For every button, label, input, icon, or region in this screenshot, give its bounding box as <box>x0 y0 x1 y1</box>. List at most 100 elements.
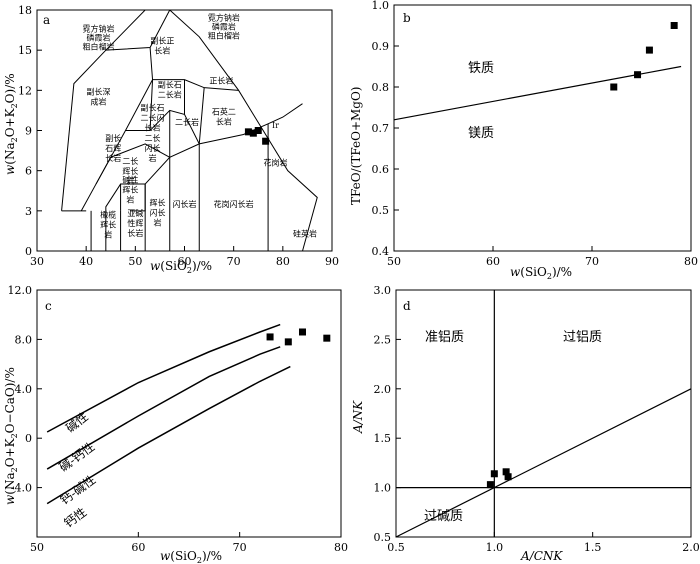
field-label: 二长 <box>145 133 161 143</box>
field-label: Ir <box>272 121 279 130</box>
field-label: 花岗闪长岩 <box>214 199 254 209</box>
panel-c-ytick-label: 8.0 <box>15 333 33 346</box>
field-boundary <box>198 87 205 144</box>
field-label: 粗白榴岩 <box>82 41 114 51</box>
panel-b-xtick-label: 70 <box>585 255 599 268</box>
series-boundary-curve <box>46 346 281 470</box>
field-label: 二长岩 <box>175 117 199 127</box>
series-label-alkalic: 碱性 <box>63 410 91 436</box>
panel-b-ytick-label: 0.5 <box>372 204 390 217</box>
panel-a-ytick-label: 12 <box>18 84 32 97</box>
field-label: 磷霞岩 <box>212 22 236 32</box>
field-label: 岩 <box>126 195 134 205</box>
panel-b-xlabel: w(SiO2)/% <box>510 265 572 281</box>
field-label: 石辉 <box>105 144 121 153</box>
panel-b-point <box>670 22 678 29</box>
panel-d-ytick-label: 2.0 <box>374 383 392 396</box>
panel-d-region-peraluminous: 过铝质 <box>563 330 602 345</box>
field-label: 闪长 <box>145 143 161 153</box>
panel-d-xlabel: A/CNK <box>520 549 563 563</box>
field-label: 霓方钠岩 <box>208 13 240 23</box>
panel-d-xtick-label: 2.0 <box>682 541 700 554</box>
field-boundary <box>61 9 318 252</box>
panel-b-ytick-label: 0.8 <box>372 81 390 94</box>
panel-b-point <box>645 46 653 54</box>
panel-a-point <box>244 128 252 136</box>
panel-b-frame <box>393 4 692 252</box>
panel-d-ticks: 0.5 1.0 1.5 2.0 0.5 1.0 1.5 2.0 2.5 3.0 <box>374 284 700 554</box>
field-boundary <box>105 183 122 251</box>
field-label: 副长 <box>105 133 121 143</box>
panel-b-ytick-label: 0.7 <box>372 122 390 135</box>
panel-a-ytick-label: 9 <box>25 125 32 138</box>
panel-c-ylabel: w(Na2O+K2O−CaO)/% <box>3 367 19 505</box>
panel-b-xtick-label: 50 <box>387 255 401 268</box>
field-label: 亚碱 <box>127 209 143 218</box>
panel-c-ytick-label: 12.0 <box>8 284 33 297</box>
panel-a-ytick-label: 6 <box>25 165 32 178</box>
series-label-calc-alkalic: 钙-碱性 <box>58 473 99 508</box>
panel-c-xtick-label: 60 <box>131 541 145 554</box>
panel-a-ytick-label: 15 <box>18 44 32 57</box>
panel-a-frame <box>36 9 333 252</box>
panel-d: 0.5 1.0 1.5 2.0 0.5 1.0 1.5 2.0 2.5 3.0 d 准铝质 过铝质… <box>351 284 700 563</box>
series-label-alkali-calcic: 碱-钙性 <box>57 440 98 475</box>
panel-a-xtick-label: 30 <box>30 255 44 268</box>
panel-b-xtick-label: 80 <box>684 255 698 268</box>
field-label: 成岩 <box>90 96 106 106</box>
panel-a-ytick-label: 3 <box>25 205 32 218</box>
panel-d-ytick-label: 2.5 <box>374 333 392 346</box>
field-label: 辉长 <box>149 197 165 207</box>
panel-d-xtick-label: 1.0 <box>486 541 504 554</box>
panel-c-point <box>323 334 331 342</box>
field-label: 副长深 <box>86 86 110 96</box>
field-label: 长岩 <box>154 45 170 55</box>
panel-b-region-ferroan: 铁质 <box>468 61 494 76</box>
panel-b-xtick-label: 60 <box>486 255 500 268</box>
field-label: 岩 <box>153 217 161 227</box>
panel-b-point <box>610 83 618 91</box>
panel-c-point <box>298 328 306 336</box>
panel-d-ytick-label: 1.5 <box>374 432 392 445</box>
field-label: 花岗岩 <box>263 157 287 167</box>
panel-a-label: a <box>43 13 50 27</box>
panel-c-label: c <box>45 299 52 313</box>
panel-a-xtick-label: 80 <box>276 255 290 268</box>
series-label-calcic: 钙性 <box>62 505 90 530</box>
field-label: 性辉 <box>127 218 143 228</box>
panel-c-xtick-label: 70 <box>233 541 247 554</box>
panel-b-ytick-label: 0.9 <box>372 40 390 53</box>
field-label: 正长岩 <box>209 76 233 86</box>
panel-d-ytick-label: 0.5 <box>374 531 392 544</box>
panel-b-ylabel: TFeO/(TFeO+MgO) <box>349 87 363 206</box>
field-label: 霓方钠岩 <box>82 23 114 33</box>
field-label: 岩 <box>149 153 157 163</box>
panel-b-points <box>610 22 678 91</box>
field-label: 磷霞岩 <box>86 32 110 42</box>
field-boundary <box>149 79 154 131</box>
panel-a-xtick-label: 50 <box>128 255 142 268</box>
field-label: 二长岩 <box>158 90 182 100</box>
field-label: 硅英岩 <box>293 228 317 238</box>
field-label: 辉长 <box>122 166 138 176</box>
panel-d-point <box>502 468 510 476</box>
panel-d-point <box>490 470 498 478</box>
panel-b-region-magnesian: 镁质 <box>468 126 494 141</box>
field-label: 长岩 <box>145 122 161 132</box>
field-label: 长岩 <box>105 153 121 163</box>
panel-c-xlabel: w(SiO2)/% <box>160 549 222 564</box>
panel-c-xtick-label: 80 <box>334 541 348 554</box>
panel-b-ytick-label: 1.0 <box>372 0 390 12</box>
field-label: 岩 <box>126 176 134 186</box>
boundary-diagonal <box>395 388 692 538</box>
panel-a-points <box>244 127 270 145</box>
panel-a-point <box>254 127 262 134</box>
series-boundary-curve <box>46 323 281 433</box>
panel-c-boundary-curves <box>46 323 291 505</box>
panel-c: 50 60 70 80 12.0 8.0 4.0 0 -4.0 c 碱性 碱-钙性 钙-碱性 钙… <box>3 284 348 564</box>
panel-d-xtick-label: 1.5 <box>584 541 602 554</box>
field-label: 二长闪 <box>141 112 165 122</box>
panel-c-ytick-label: 4.0 <box>15 383 33 396</box>
